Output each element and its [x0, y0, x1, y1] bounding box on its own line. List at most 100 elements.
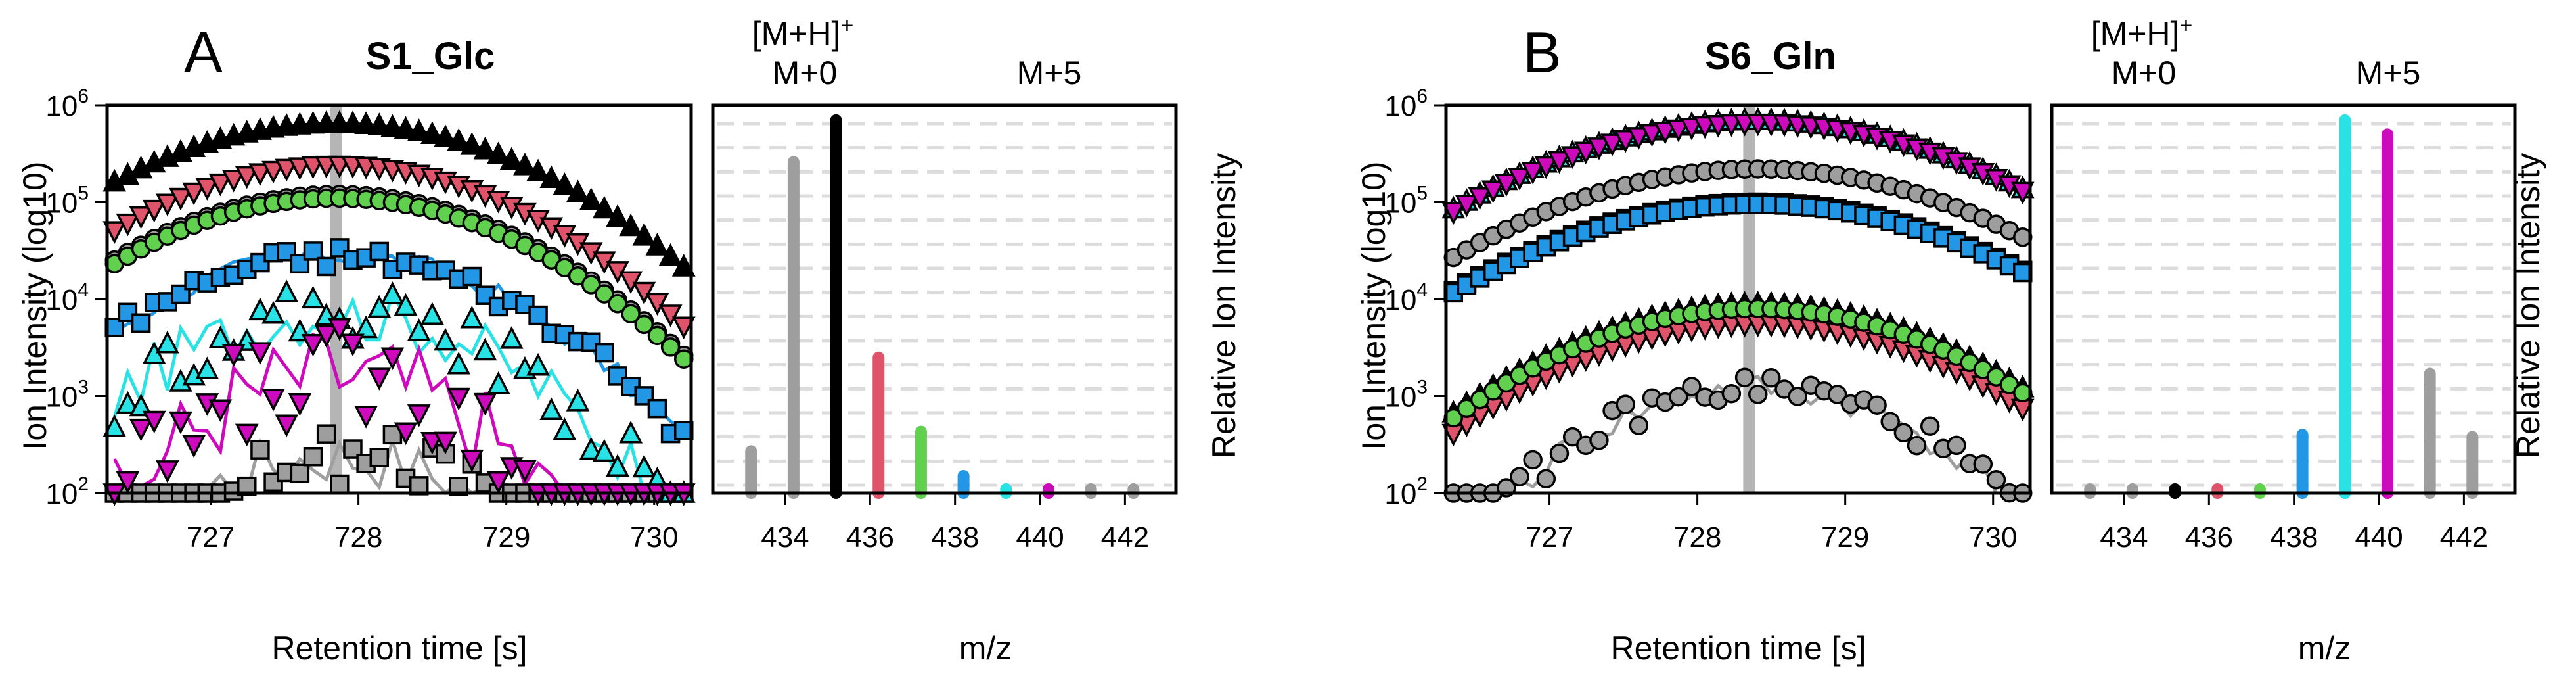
data-point: [513, 153, 537, 176]
data-point: [553, 172, 577, 195]
data-point: [1986, 469, 2006, 490]
data-point: [102, 414, 127, 437]
data-point: [606, 454, 629, 477]
data-point: [221, 170, 246, 193]
y-tick-label: 105: [1384, 183, 1428, 220]
data-point: [1693, 116, 1717, 139]
data-point: [248, 163, 272, 186]
data-point: [1508, 168, 1531, 191]
data-point: [1470, 389, 1490, 410]
data-point: [131, 313, 151, 333]
y-tick-label: 105: [45, 183, 89, 220]
data-point: [301, 333, 325, 357]
data-point: [221, 344, 246, 367]
data-point: [116, 391, 140, 414]
data-point: [1536, 469, 1556, 489]
data-point: [447, 387, 471, 411]
m5-header: M+5: [2356, 55, 2421, 91]
data-point: [1867, 395, 1887, 415]
y-axis-label: Ion Intensity (log10): [1355, 161, 1392, 450]
data-point: [288, 393, 312, 416]
data-point: [303, 446, 323, 467]
data-point: [619, 213, 643, 237]
data-point: [354, 111, 378, 134]
data-point: [1706, 114, 1730, 138]
x-axis-label: Retention time [s]: [1610, 630, 1866, 667]
data-point: [330, 474, 350, 494]
panel-letter: B: [1523, 20, 1562, 85]
data-point: [367, 295, 392, 318]
data-point: [671, 316, 696, 340]
data-point: [195, 356, 219, 379]
data-point: [608, 294, 627, 314]
data-point: [1589, 430, 1609, 450]
x-tick-label: 440: [2355, 521, 2403, 554]
data-point: [275, 414, 299, 438]
data-point: [407, 118, 431, 141]
data-point: [1640, 124, 1664, 147]
data-point: [208, 173, 233, 197]
data-point: [1788, 387, 1807, 406]
data-point: [169, 187, 192, 211]
mz-x-axis-label: m/z: [959, 630, 1012, 667]
mz-y-axis-label: Relative Ion Intensity: [1206, 153, 1242, 458]
x-tick-label: 442: [1101, 521, 1149, 554]
data-point: [1680, 118, 1704, 141]
data-point: [316, 424, 336, 444]
data-point: [1973, 454, 1993, 474]
data-point: [1441, 202, 1466, 225]
x-tick-label: 730: [1969, 521, 2017, 554]
data-point: [486, 141, 510, 164]
data-point: [354, 406, 378, 429]
data-point: [275, 158, 299, 182]
data-point: [290, 463, 310, 484]
data-point: [1600, 133, 1624, 156]
data-point: [208, 399, 233, 423]
data-point: [394, 293, 418, 316]
data-point: [526, 352, 550, 376]
x-tick-label: 434: [2100, 521, 2148, 554]
data-point: [1573, 141, 1598, 165]
data-point: [250, 440, 270, 460]
x-tick-label: 727: [187, 521, 235, 554]
rt-plot: 727 728 729 730 102 103 104 105 106: [1384, 85, 2035, 554]
data-point: [1880, 412, 1900, 432]
x-tick-label: 438: [2270, 521, 2318, 554]
data-point: [341, 110, 365, 133]
data-point: [235, 423, 259, 447]
data-point: [330, 238, 350, 258]
panel-letter: A: [184, 20, 223, 85]
data-point: [473, 337, 497, 361]
data-point: [380, 347, 405, 371]
rt-plot: 727 728 729 730 102 103 104 105 106: [45, 85, 696, 554]
data-point: [621, 304, 641, 324]
data-point: [1748, 385, 1768, 404]
data-point: [367, 367, 392, 391]
data-point: [155, 193, 179, 217]
data-point: [460, 305, 484, 329]
x-tick-label: 438: [931, 521, 979, 554]
data-point: [314, 325, 338, 348]
m5-header: M+5: [1017, 55, 1082, 91]
data-point: [434, 124, 457, 147]
data-point: [1560, 146, 1585, 169]
data-point: [248, 297, 272, 321]
data-point: [473, 392, 497, 416]
panel-a: A S1_Glc Ion Intensity (log10) Retention…: [16, 13, 1242, 667]
data-point: [619, 420, 643, 444]
data-point: [539, 397, 564, 421]
data-point: [486, 371, 510, 394]
data-point: [341, 333, 365, 357]
data-point: [2010, 181, 2035, 205]
data-point: [1457, 398, 1477, 419]
data-point: [1907, 435, 1927, 456]
data-point: [460, 132, 484, 155]
data-point: [235, 166, 259, 189]
data-point: [303, 241, 323, 261]
m0-header: M+0: [773, 55, 838, 91]
data-point: [645, 293, 669, 316]
data-point: [142, 341, 166, 364]
y-tick-label: 106: [1384, 85, 1428, 122]
data-point: [129, 393, 153, 417]
